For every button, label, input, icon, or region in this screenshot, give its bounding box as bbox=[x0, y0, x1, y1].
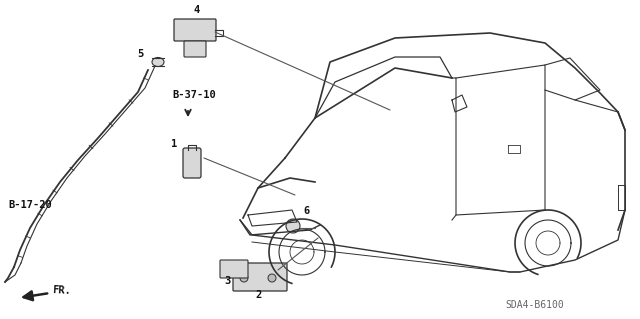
Text: B-17-20: B-17-20 bbox=[8, 200, 52, 210]
Text: 3: 3 bbox=[224, 276, 230, 286]
Text: FR.: FR. bbox=[52, 285, 71, 296]
FancyBboxPatch shape bbox=[233, 263, 287, 291]
FancyBboxPatch shape bbox=[183, 148, 201, 178]
Ellipse shape bbox=[152, 57, 164, 66]
Text: 6: 6 bbox=[304, 206, 310, 216]
FancyBboxPatch shape bbox=[184, 41, 206, 57]
Circle shape bbox=[240, 274, 248, 282]
Text: 4: 4 bbox=[194, 5, 200, 15]
Text: SDA4-B6100: SDA4-B6100 bbox=[505, 300, 564, 310]
Text: 2: 2 bbox=[255, 290, 261, 300]
Text: B-37-10: B-37-10 bbox=[172, 90, 216, 100]
FancyBboxPatch shape bbox=[174, 19, 216, 41]
Circle shape bbox=[268, 274, 276, 282]
Text: 1: 1 bbox=[171, 139, 177, 149]
Text: 5: 5 bbox=[137, 49, 143, 59]
Circle shape bbox=[286, 219, 300, 233]
FancyBboxPatch shape bbox=[220, 260, 248, 278]
